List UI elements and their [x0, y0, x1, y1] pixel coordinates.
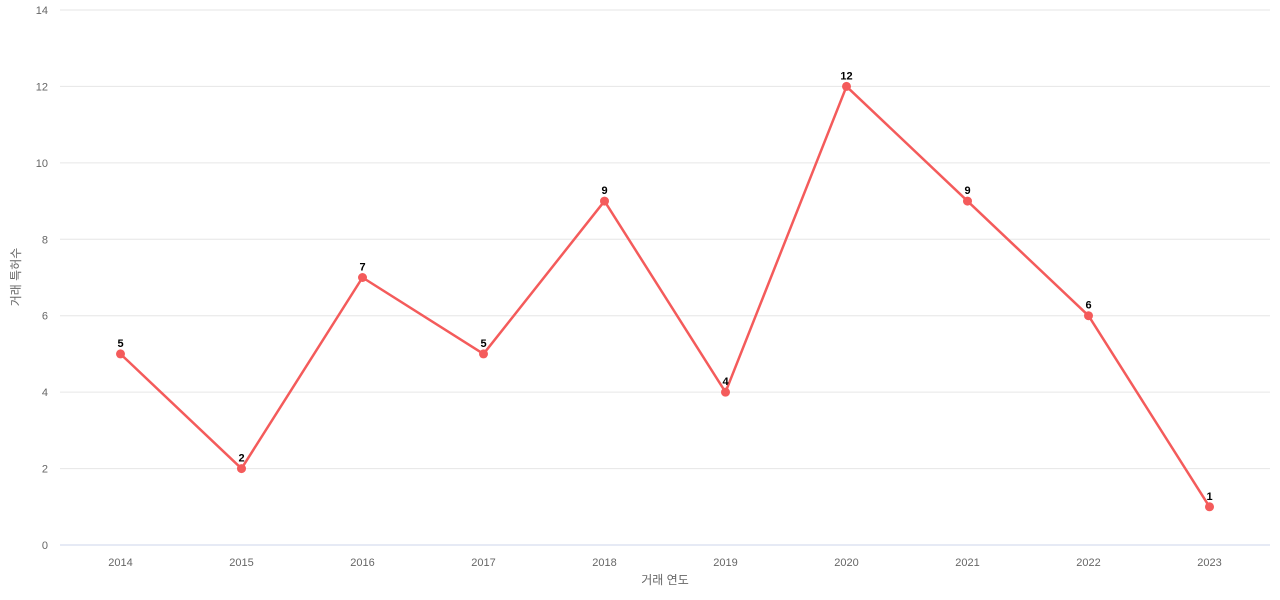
x-tick-label: 2021 — [955, 557, 979, 569]
y-tick-label: 4 — [42, 387, 48, 399]
x-tick-label: 2019 — [713, 557, 737, 569]
x-tick-label: 2014 — [108, 557, 132, 569]
x-tick-label: 2023 — [1197, 557, 1221, 569]
data-point[interactable] — [842, 81, 851, 91]
x-axis-title: 거래 연도 — [641, 573, 689, 587]
data-point[interactable] — [1205, 502, 1214, 512]
x-tick-label: 2022 — [1076, 557, 1100, 569]
data-point-label: 12 — [840, 70, 852, 82]
data-point-label: 4 — [722, 376, 729, 388]
x-tick-label: 2018 — [592, 557, 616, 569]
y-tick-label: 10 — [36, 158, 48, 170]
x-axis-tick-labels: 2014 2015 2016 2017 2018 2019 2020 2021 2022 2023 — [108, 557, 1221, 569]
x-tick-label: 2020 — [834, 557, 858, 569]
y-tick-label: 6 — [42, 311, 48, 323]
data-point[interactable] — [600, 196, 609, 206]
data-point[interactable] — [479, 349, 488, 359]
data-point-markers — [116, 81, 1214, 512]
y-tick-label: 8 — [42, 234, 48, 246]
data-point[interactable] — [237, 464, 246, 474]
y-tick-label: 14 — [36, 5, 48, 17]
data-point-label: 9 — [601, 185, 607, 197]
x-tick-label: 2017 — [471, 557, 495, 569]
data-point[interactable] — [1084, 311, 1093, 321]
data-labels: 5 2 7 5 9 4 12 9 6 1 — [117, 70, 1212, 502]
data-point-label: 6 — [1085, 300, 1091, 312]
y-axis-tick-labels: 0 2 4 6 8 10 12 14 — [36, 5, 48, 552]
data-point[interactable] — [721, 387, 730, 397]
data-point-label: 5 — [480, 338, 486, 350]
data-point[interactable] — [116, 349, 125, 359]
y-tick-label: 2 — [42, 464, 48, 476]
data-point[interactable] — [358, 273, 367, 282]
data-point-label: 5 — [117, 338, 123, 350]
data-point-label: 7 — [359, 262, 365, 274]
data-point-label: 9 — [964, 185, 970, 197]
gridlines — [60, 9, 1270, 470]
y-axis-title: 거래 특허수 — [9, 248, 23, 307]
x-tick-label: 2015 — [229, 557, 253, 569]
data-point-label: 1 — [1206, 491, 1212, 503]
y-tick-label: 12 — [36, 81, 48, 93]
data-point-label: 2 — [238, 453, 244, 465]
data-point[interactable] — [963, 196, 972, 206]
y-tick-label: 0 — [42, 540, 48, 552]
x-tick-label: 2016 — [350, 557, 374, 569]
series-line — [119, 85, 1211, 509]
